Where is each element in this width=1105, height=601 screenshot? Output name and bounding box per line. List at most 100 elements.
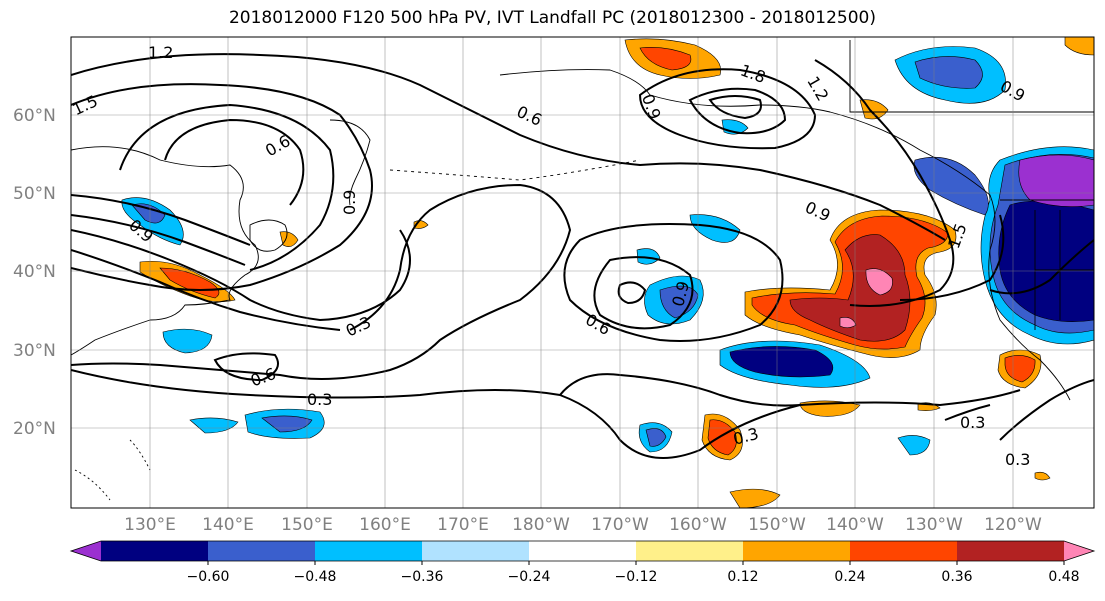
lon-label: 180°W bbox=[512, 515, 570, 535]
us-states bbox=[1034, 210, 1094, 330]
colorbar-extend-low bbox=[71, 541, 101, 561]
colorbar-segment bbox=[957, 541, 1065, 561]
pv-contour-7 bbox=[71, 194, 251, 246]
lon-label: 140°E bbox=[202, 515, 254, 535]
lon-label: 150°E bbox=[281, 515, 333, 535]
pv-contour-19 bbox=[71, 369, 1021, 459]
pv-contour-9 bbox=[71, 183, 572, 380]
neg-anomaly-subtrop-core bbox=[729, 346, 834, 378]
neg-anomaly-central-3 bbox=[636, 248, 661, 265]
colorbar-extend-high bbox=[1064, 541, 1094, 561]
contour-label: 0.9 bbox=[340, 190, 359, 215]
contour-label: 0.3 bbox=[307, 390, 332, 409]
pos-anomaly-plume-pink-2 bbox=[839, 317, 857, 329]
plot-frame bbox=[70, 36, 1095, 509]
neg-anomaly-central-2 bbox=[689, 214, 741, 243]
colorbar-segment bbox=[208, 541, 316, 561]
neg-anomaly-south-japan bbox=[162, 328, 213, 354]
neg-anomaly-east-small bbox=[897, 435, 931, 456]
colorbar-segment bbox=[101, 541, 209, 561]
north-america bbox=[849, 40, 1094, 113]
pos-anomaly-baja-red bbox=[1004, 355, 1036, 383]
pv-contour-17 bbox=[989, 239, 1094, 295]
lat-label: 20°N bbox=[13, 419, 56, 439]
lon-label: 150°W bbox=[748, 515, 806, 535]
contour-label: 0.3 bbox=[1005, 450, 1030, 469]
neg-anomaly-south-3 bbox=[189, 417, 239, 434]
colorbar-tick-label: −0.36 bbox=[401, 569, 444, 585]
pos-anomaly-north-red bbox=[639, 47, 692, 71]
colorbar-tick-label: 0.24 bbox=[834, 569, 865, 585]
longitude-labels: 130°E 140°E 150°E 160°E 170°E 180°W 170°… bbox=[124, 515, 1042, 535]
lon-label: 170°E bbox=[437, 515, 489, 535]
colorbar-segment bbox=[422, 541, 530, 561]
colorbar: −0.60 −0.48 −0.36 −0.24 −0.12 0.12 0.24 0.36 0.4… bbox=[69, 540, 1096, 585]
japan bbox=[249, 219, 288, 252]
colorbar-segment bbox=[529, 541, 637, 561]
pv-contour-15 bbox=[708, 95, 762, 120]
pv-contour-12 bbox=[617, 281, 647, 305]
neg-anomaly-central-core bbox=[659, 285, 699, 319]
pv-contour-3 bbox=[119, 103, 335, 271]
pv-contour-23 bbox=[944, 404, 991, 421]
contour-label: 1.2 bbox=[148, 43, 173, 62]
colorbar-tick-label: −0.60 bbox=[187, 569, 230, 585]
pos-anomaly-bottom bbox=[729, 488, 781, 508]
neg-anomaly-hawaii-core bbox=[645, 428, 667, 447]
colorbar-segment bbox=[636, 541, 744, 561]
pv-contour-20 bbox=[559, 373, 801, 407]
pv-contour-6 bbox=[71, 249, 341, 331]
pv-contour-14 bbox=[688, 87, 787, 135]
colorbar-outline bbox=[69, 540, 1096, 562]
pos-anomaly-se bbox=[1034, 471, 1051, 481]
pv-contour-5 bbox=[71, 229, 411, 322]
lon-label: 130°E bbox=[124, 515, 176, 535]
pv-contour-16 bbox=[814, 59, 955, 307]
lat-label: 60°N bbox=[13, 106, 56, 126]
neg-anomaly-coastal bbox=[913, 156, 989, 216]
philippines bbox=[74, 439, 151, 501]
colorbar-tick-label: −0.12 bbox=[615, 569, 658, 585]
lon-label: 160°E bbox=[359, 515, 411, 535]
pv-contour-10 bbox=[563, 223, 784, 342]
pv-contour-8 bbox=[71, 214, 246, 266]
pos-anomaly-plume-dark bbox=[789, 234, 911, 342]
lon-label: 160°W bbox=[669, 515, 727, 535]
latitude-labels: 60°N 50°N 40°N 30°N 20°N bbox=[13, 106, 56, 439]
contour-label: 0.3 bbox=[960, 413, 985, 432]
lon-label: 120°W bbox=[984, 515, 1042, 535]
colorbar-tick-label: −0.48 bbox=[294, 569, 337, 585]
lon-label: 170°W bbox=[591, 515, 649, 535]
pv-contour-4 bbox=[164, 118, 305, 206]
graticule bbox=[71, 37, 1094, 508]
lon-label: 140°W bbox=[826, 515, 884, 535]
colorbar-segment bbox=[850, 541, 958, 561]
pos-anomaly-sw-red bbox=[707, 419, 737, 456]
pv-contour-13 bbox=[638, 68, 817, 150]
colorbar-tick-label: 0.48 bbox=[1048, 569, 1079, 585]
pv-contour-11 bbox=[593, 256, 694, 330]
map-title: 2018012000 F120 500 hPa PV, IVT Landfall… bbox=[228, 8, 876, 28]
neg-anomaly-ne-core bbox=[914, 56, 983, 89]
pv-contour-21 bbox=[213, 352, 279, 382]
colorbar-segment bbox=[743, 541, 851, 561]
lat-label: 30°N bbox=[13, 341, 56, 361]
neg-anomaly-purple bbox=[1018, 154, 1094, 207]
asia-coast bbox=[71, 146, 259, 356]
plot-area bbox=[71, 37, 1094, 508]
lat-label: 50°N bbox=[13, 184, 56, 204]
pv-contour-layer bbox=[71, 53, 1094, 459]
alaska bbox=[499, 69, 1071, 401]
colorbar-tick-label: 0.36 bbox=[941, 569, 972, 585]
pv-contour-18 bbox=[899, 214, 1005, 301]
pv-contour-22 bbox=[999, 379, 1094, 441]
lon-label: 130°W bbox=[905, 515, 963, 535]
colorbar-segment bbox=[315, 541, 423, 561]
lat-label: 40°N bbox=[13, 262, 56, 282]
colorbar-tick-label: −0.24 bbox=[508, 569, 551, 585]
colorbar-tick-label: 0.12 bbox=[727, 569, 758, 585]
coastline-layer bbox=[71, 40, 1094, 501]
pv-contour-1 bbox=[71, 53, 946, 241]
pos-anomaly-plume-pink bbox=[865, 268, 893, 296]
